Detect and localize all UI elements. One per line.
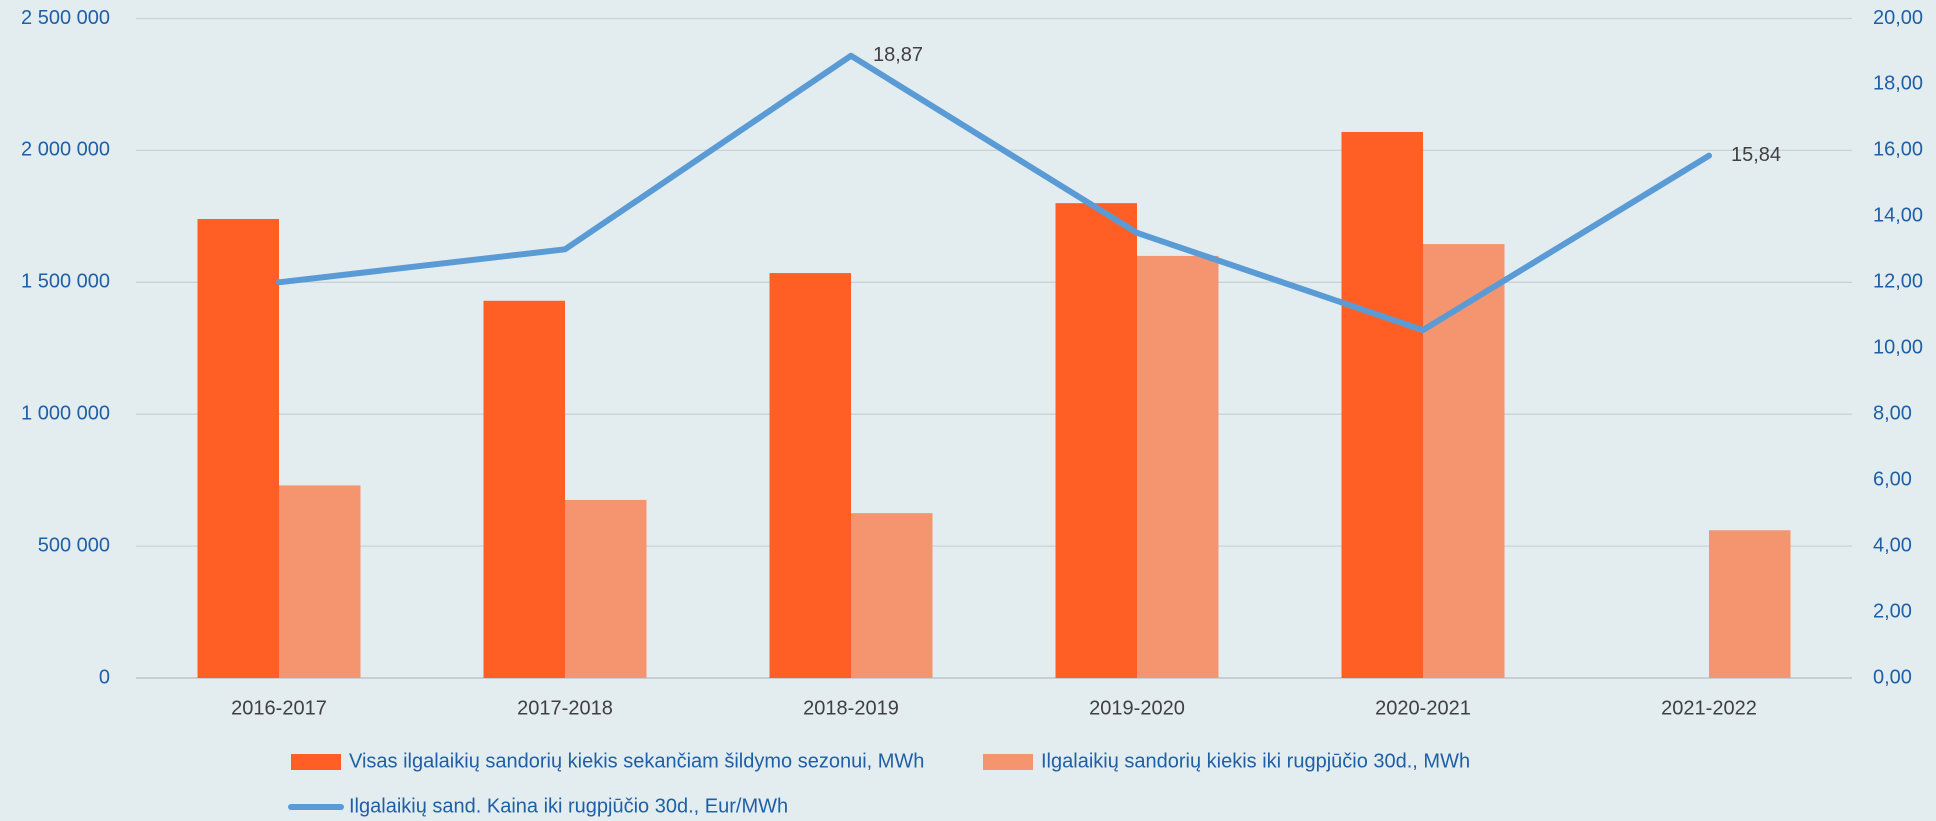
y-tick-label: 1 500 000 (21, 271, 110, 293)
y2-tick-label: 16,00 (1873, 139, 1923, 161)
y2-tick-label: 14,00 (1873, 205, 1923, 227)
y2-tick-label: 18,00 (1873, 73, 1923, 95)
legend-label: Ilgalaikių sand. Kaina iki rugpjūčio 30d… (349, 795, 788, 817)
y2-tick-label: 0,00 (1873, 666, 1912, 688)
legend-label: Visas ilgalaikių sandorių kiekis sekanči… (349, 750, 924, 772)
y-tick-label: 500 000 (38, 534, 110, 556)
x-tick-label: 2020-2021 (1375, 697, 1471, 719)
bar (197, 218, 279, 678)
legend-label: Ilgalaikių sandorių kiekis iki rugpjūčio… (1041, 750, 1470, 772)
y-tick-label: 0 (99, 666, 110, 688)
y2-tick-label: 8,00 (1873, 402, 1912, 424)
y-tick-label: 1 000 000 (21, 402, 110, 424)
bar (279, 485, 361, 678)
y2-tick-label: 12,00 (1873, 271, 1923, 293)
bar (1709, 530, 1791, 678)
line (276, 52, 1712, 334)
y2-tick-label: 4,00 (1873, 534, 1912, 556)
data-label: 18,87 (873, 44, 923, 66)
y-tick-label: 2 000 000 (21, 139, 110, 161)
data-label: 15,84 (1731, 144, 1781, 166)
x-tick-label: 2018-2019 (803, 697, 899, 719)
x-tick-label: 2019-2020 (1089, 697, 1185, 719)
y2-tick-label: 6,00 (1873, 468, 1912, 490)
y2-tick-label: 20,00 (1873, 7, 1923, 29)
x-tick-label: 2021-2022 (1661, 697, 1757, 719)
legend-swatch (983, 754, 1033, 770)
x-tick-label: 2017-2018 (517, 697, 613, 719)
legend-swatch (291, 754, 341, 770)
bar (483, 300, 565, 678)
bar (1423, 244, 1505, 678)
y2-tick-label: 2,00 (1873, 600, 1912, 622)
y-tick-label: 2 500 000 (21, 7, 110, 29)
x-tick-label: 2016-2017 (231, 697, 327, 719)
y2-tick-label: 10,00 (1873, 337, 1923, 359)
bar (851, 513, 933, 678)
bar (1341, 131, 1423, 678)
bar (1055, 203, 1137, 678)
bar (769, 273, 851, 678)
bar (565, 499, 647, 678)
bar (1137, 255, 1219, 679)
